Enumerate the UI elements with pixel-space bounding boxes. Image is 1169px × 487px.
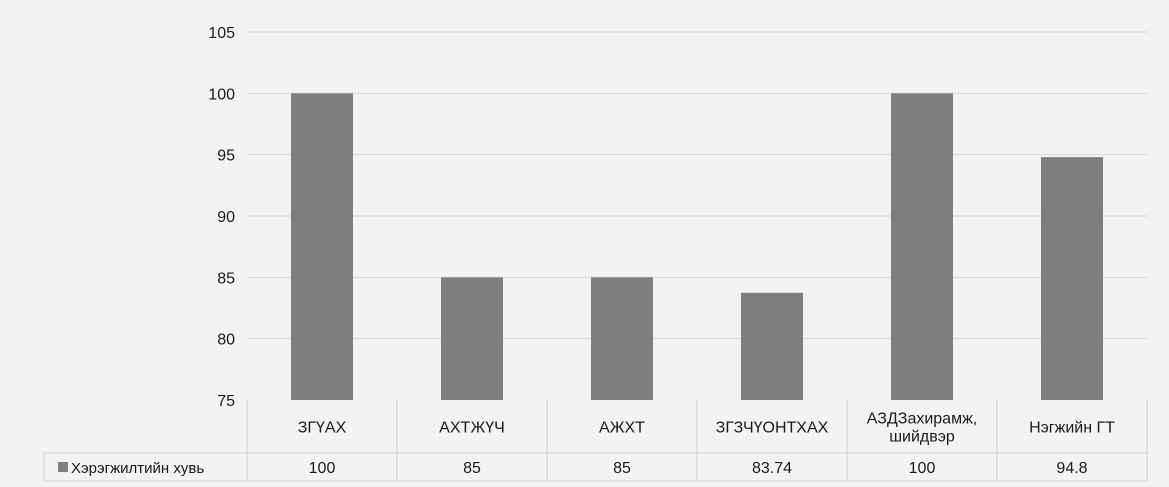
y-tick-label: 90 [217,209,235,226]
table-value-cell: 100 [909,460,936,477]
y-tick-label: 80 [217,332,235,349]
x-category-label: АЖХТ [599,420,645,437]
legend-series-name: Хэрэгжилтийн хувь [71,460,204,477]
x-category-label: Нэгжийн ГТ [1029,420,1115,437]
bar [1041,157,1103,400]
table-value-cell: 100 [309,460,336,477]
table-value-cell: 94.8 [1056,460,1087,477]
table-value-cell: 85 [463,460,481,477]
x-category-label: АЗДЗахирамж, [867,411,977,428]
y-tick-label: 85 [217,270,235,287]
bar [891,93,953,400]
table-value-cell: 83.74 [752,460,792,477]
legend-swatch [58,462,68,472]
x-category-label: ЗГЗЧҮОНТХАХ [716,420,829,437]
y-tick-label: 105 [208,25,235,42]
y-tick-label: 75 [217,393,235,410]
bar [591,277,653,400]
x-category-label: ЗГҮАХ [298,420,347,437]
x-category-label: шийдвэр [889,429,955,446]
bar [441,277,503,400]
x-category-label: АХТЖҮЧ [439,420,505,437]
table-value-cell: 85 [613,460,631,477]
y-tick-label: 95 [217,148,235,165]
y-tick-label: 100 [208,86,235,103]
bar [741,292,803,400]
bar [291,93,353,400]
